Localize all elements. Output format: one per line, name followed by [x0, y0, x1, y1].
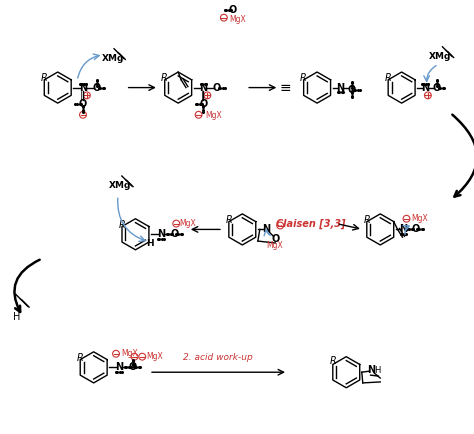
Text: R: R — [329, 355, 336, 365]
Text: N: N — [400, 224, 408, 234]
Text: MgX: MgX — [121, 349, 137, 358]
Text: N: N — [337, 82, 345, 92]
Text: O: O — [170, 229, 178, 239]
Text: XMg: XMg — [429, 52, 452, 61]
Text: N: N — [367, 365, 375, 375]
Text: H: H — [146, 240, 154, 249]
Text: R: R — [363, 215, 370, 225]
Text: ≡: ≡ — [279, 81, 291, 95]
Text: R: R — [161, 73, 168, 83]
Text: MgX: MgX — [146, 352, 163, 361]
Text: MgX: MgX — [266, 241, 283, 250]
Text: Claisen [3,3]: Claisen [3,3] — [275, 218, 345, 229]
Text: N: N — [263, 224, 271, 234]
Text: O: O — [411, 224, 419, 234]
Text: R: R — [300, 73, 307, 83]
Text: R: R — [77, 353, 83, 363]
Text: N: N — [200, 82, 208, 92]
Text: R: R — [385, 73, 392, 83]
Text: XMg: XMg — [102, 54, 124, 63]
Text: R: R — [41, 73, 47, 83]
Text: MgX: MgX — [205, 111, 222, 120]
Text: N: N — [115, 362, 123, 372]
Text: N: N — [421, 82, 429, 92]
Text: N: N — [79, 82, 87, 92]
Text: MgX: MgX — [179, 219, 196, 228]
Text: MgX: MgX — [411, 214, 428, 223]
Text: MgX: MgX — [230, 15, 246, 24]
Text: O: O — [200, 99, 208, 109]
Text: R: R — [118, 220, 125, 230]
Text: XMg: XMg — [109, 181, 131, 190]
Text: O: O — [79, 99, 87, 109]
Text: O: O — [348, 85, 356, 95]
Text: N: N — [156, 229, 165, 239]
Text: 2. acid work-up: 2. acid work-up — [183, 353, 253, 362]
Text: O: O — [271, 234, 280, 244]
Text: O: O — [432, 82, 441, 92]
Text: O: O — [228, 5, 237, 15]
Text: O: O — [128, 362, 137, 372]
Text: O: O — [92, 82, 100, 92]
Text: R: R — [225, 215, 232, 225]
Text: H: H — [13, 312, 21, 322]
Text: H: H — [374, 366, 381, 375]
Text: O: O — [213, 82, 221, 92]
